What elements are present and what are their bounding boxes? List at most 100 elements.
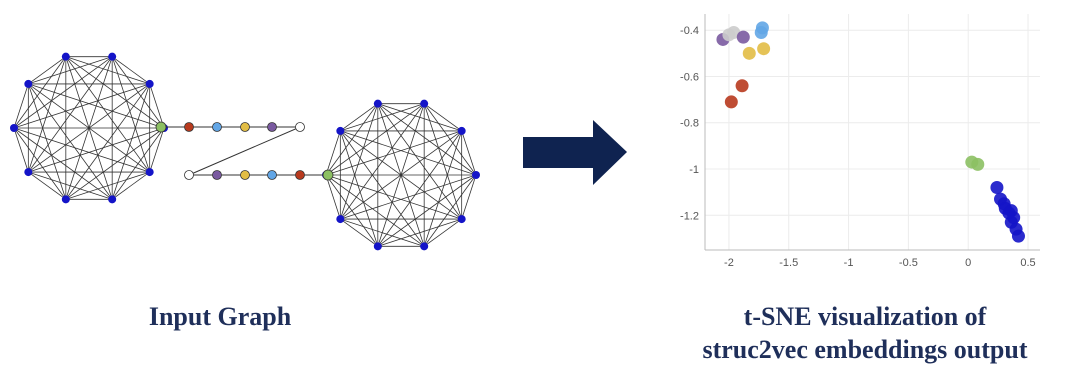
path-node	[240, 122, 250, 132]
clique-edge	[340, 130, 477, 176]
clique-edge	[13, 83, 29, 129]
clique-edge	[13, 127, 150, 173]
clique-edge	[28, 171, 113, 200]
right-clique	[322, 99, 480, 251]
clique-edge	[13, 127, 113, 200]
path-node	[155, 121, 167, 133]
clique-node	[373, 242, 382, 251]
clique-edge	[111, 83, 151, 200]
clique-edge	[28, 56, 67, 85]
clique-edge	[325, 174, 379, 247]
scatter-point	[735, 79, 749, 93]
plot-axes: -2 -1.5 -1 -0.5 0 0.5 -0.4 -0.6 -0.8 -1 -1.2	[680, 14, 1040, 269]
tsne-caption-line2: struc2vec embeddings output	[702, 335, 1028, 364]
clique-edge	[340, 218, 379, 247]
path-node	[212, 170, 222, 180]
clique-edge	[65, 56, 150, 173]
tsne-caption-line1: t-SNE visualization of	[743, 302, 987, 331]
input-graph-caption-text: Input Graph	[148, 302, 292, 331]
clique-edge	[27, 83, 67, 200]
clique-node	[108, 195, 117, 204]
scatter-point	[1011, 229, 1025, 243]
clique-edge	[111, 171, 150, 200]
y-tick-label: -0.6	[680, 71, 699, 83]
x-tick-label: -1.5	[779, 257, 798, 269]
x-tick-label: 0.5	[1020, 257, 1035, 269]
clique-node	[145, 168, 154, 177]
plot-grid	[705, 14, 1040, 250]
clique-node	[24, 79, 33, 88]
path-node	[267, 170, 277, 180]
scatter-point	[971, 157, 985, 171]
path-node	[322, 169, 334, 181]
clique-node	[373, 99, 382, 108]
clique-edge	[461, 130, 477, 176]
clique-edge	[325, 174, 425, 247]
scatter-point	[754, 26, 768, 40]
clique-node	[61, 195, 70, 204]
clique-node	[420, 242, 429, 251]
clique-edge	[339, 130, 379, 247]
clique-node	[336, 215, 345, 224]
clique-edge	[377, 103, 425, 247]
clique-edge	[339, 103, 379, 220]
clique-edge	[149, 127, 165, 173]
clique-edge	[377, 103, 477, 176]
clique-edge	[13, 56, 67, 129]
path-node	[267, 122, 277, 132]
scatter-point	[990, 181, 1004, 195]
clique-edge	[377, 103, 462, 132]
clique-node	[457, 126, 466, 135]
plot-points	[716, 21, 1025, 243]
scatter-point	[742, 46, 756, 60]
scatter-point	[1007, 211, 1021, 225]
clique-edge	[423, 103, 463, 220]
path-edge	[188, 126, 301, 176]
clique-edge	[423, 130, 463, 247]
x-tick-label: -1	[844, 257, 854, 269]
x-tick-label: 0	[965, 257, 971, 269]
y-tick-label: -1.2	[680, 210, 699, 222]
clique-edge	[13, 127, 29, 173]
y-tick-label: -1	[689, 164, 699, 176]
clique-node	[336, 126, 345, 135]
clique-edge	[111, 56, 151, 173]
clique-edge	[111, 56, 150, 85]
path-node	[184, 170, 194, 180]
scatter-point	[724, 95, 738, 109]
path-edges	[160, 126, 328, 176]
input-graph-caption: Input Graph	[90, 300, 350, 333]
clique-node	[24, 168, 33, 177]
clique-edge	[325, 174, 341, 220]
clique-edge	[65, 127, 165, 200]
clique-node	[10, 124, 18, 132]
clique-edge	[340, 130, 425, 247]
right-arrow-icon	[523, 120, 627, 185]
clique-edge	[149, 83, 165, 129]
clique-edge	[65, 56, 113, 200]
clique-edge	[28, 83, 165, 129]
clique-node	[145, 79, 154, 88]
clique-edge	[65, 56, 150, 85]
path-nodes	[155, 121, 334, 181]
tsne-scatter-plot: -2 -1.5 -1 -0.5 0 0.5 -0.4 -0.6 -0.8 -1 -1.2	[680, 14, 1040, 269]
clique-edge	[423, 218, 462, 247]
y-tick-label: -0.8	[680, 118, 699, 130]
clique-edge	[461, 174, 477, 220]
path-node	[184, 122, 194, 132]
path-node	[212, 122, 222, 132]
clique-edge	[65, 56, 165, 129]
scatter-point	[757, 42, 771, 56]
clique-edge	[325, 103, 425, 176]
clique-edge	[325, 130, 341, 176]
path-node	[295, 170, 305, 180]
path-node	[295, 122, 305, 132]
clique-edge	[13, 56, 113, 129]
left-clique	[10, 52, 168, 204]
clique-edge	[13, 127, 67, 200]
clique-edge	[28, 83, 113, 200]
x-tick-label: -2	[724, 257, 734, 269]
clique-edge	[340, 103, 379, 132]
x-tick-label: -0.5	[899, 257, 918, 269]
clique-node	[61, 52, 70, 61]
